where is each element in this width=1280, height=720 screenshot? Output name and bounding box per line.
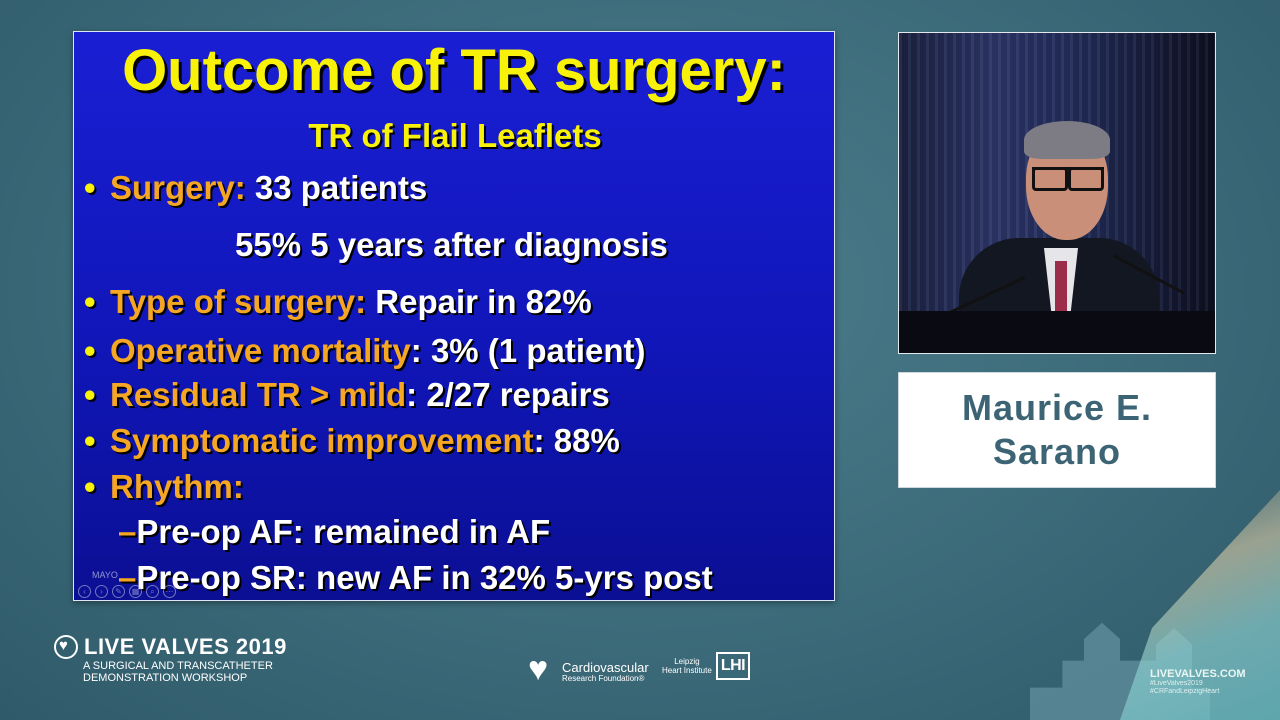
brand-name: LIVE VALVES 2019	[84, 634, 287, 659]
speaker-video	[898, 32, 1216, 354]
speaker-first-name: Maurice E.	[961, 387, 1153, 428]
back-icon[interactable]: ‹	[78, 585, 91, 598]
bullet-value: : 88%	[533, 422, 620, 459]
dash-icon: –	[118, 513, 137, 550]
pen-icon[interactable]: ✎	[112, 585, 125, 598]
bullet-value: 33 patients	[245, 169, 428, 206]
bullet-key: Type of surgery:	[110, 283, 367, 320]
bullet-icon: •	[84, 332, 96, 369]
speaker-name-card: Maurice E. Sarano	[898, 372, 1216, 488]
heart-logo-icon	[54, 635, 78, 659]
bullet-icon: •	[84, 422, 96, 459]
speaker-hair	[1024, 121, 1110, 159]
crf-logo: Cardiovascular Research Foundation®	[528, 650, 649, 689]
sub-bullet-text: Pre-op SR: new AF in 32% 5-yrs post	[136, 559, 713, 596]
slide-subtitle: TR of Flail Leaflets	[308, 117, 602, 154]
zoom-icon[interactable]: ⌕	[146, 585, 159, 598]
hashtag-2: #CRFandLeipzigHeart	[1150, 688, 1220, 695]
crf-subname: Research Foundation®	[562, 673, 645, 683]
bullet-icon: •	[84, 169, 96, 206]
surgery-detail: 55% 5 years after diagnosis	[235, 226, 668, 263]
bullet-key: Residual TR > mild	[110, 376, 407, 413]
brand-subtitle-1: A SURGICAL AND TRANSCATHETER	[83, 660, 273, 672]
mayo-watermark: MAYO	[92, 570, 118, 580]
lectern	[899, 311, 1215, 353]
live-valves-logo: LIVE VALVES 2019 A SURGICAL AND TRANSCAT…	[54, 634, 314, 684]
bullet-key: Operative mortality	[110, 332, 411, 369]
bullet-rhythm: • Rhythm:	[84, 467, 244, 507]
glasses-icon	[1032, 167, 1104, 191]
lhi-logo: Leipzig Heart Institute LHI	[662, 652, 751, 680]
sub-bullet-preop-af: –Pre-op AF: remained in AF	[118, 512, 550, 552]
speaker-last-name: Sarano	[992, 431, 1122, 472]
lhi-line-1: Leipzig	[674, 657, 700, 666]
crf-name: Cardiovascular	[562, 659, 649, 675]
bullet-surgery: • Surgery: 33 patients	[84, 168, 427, 208]
bullet-icon: •	[84, 468, 96, 505]
slide-title: Outcome of TR surgery:	[122, 38, 786, 103]
slide-nav-controls: ‹ › ✎ ▦ ⌕ ⋯	[78, 585, 176, 599]
lhi-line-2: Heart Institute	[662, 666, 712, 675]
bullet-operative-mortality: • Operative mortality: 3% (1 patient)	[84, 331, 645, 371]
more-icon[interactable]: ⋯	[163, 585, 176, 598]
presentation-slide: Outcome of TR surgery: TR of Flail Leafl…	[73, 31, 835, 601]
bullet-value: : 2/27 repairs	[406, 376, 610, 413]
lhi-box: LHI	[715, 652, 751, 680]
brand-subtitle-2: DEMONSTRATION WORKSHOP	[83, 672, 248, 684]
bullet-key: Surgery:	[110, 169, 246, 206]
sub-bullet-preop-sr: –Pre-op SR: new AF in 32% 5-yrs post	[118, 558, 713, 598]
hashtag-1: #LiveValves2019	[1150, 680, 1203, 687]
bullet-symptomatic-improvement: • Symptomatic improvement: 88%	[84, 421, 620, 461]
bullet-icon: •	[84, 376, 96, 413]
sub-bullet-text: Pre-op AF: remained in AF	[136, 513, 551, 550]
bullet-value: Repair in 82%	[366, 283, 592, 320]
bullet-icon: •	[84, 283, 96, 320]
bullet-key: Symptomatic improvement	[110, 422, 534, 459]
bullet-key: Rhythm:	[110, 468, 244, 505]
site-url: LIVEVALVES.COM	[1150, 668, 1246, 680]
bullet-type-of-surgery: • Type of surgery: Repair in 82%	[84, 282, 592, 322]
site-info: LIVEVALVES.COM #LiveValves2019 #CRFandLe…	[1150, 668, 1246, 696]
bullet-value: : 3% (1 patient)	[410, 332, 646, 369]
slides-icon[interactable]: ▦	[129, 585, 142, 598]
bullet-residual-tr: • Residual TR > mild: 2/27 repairs	[84, 375, 610, 415]
forward-icon[interactable]: ›	[95, 585, 108, 598]
crf-heart-icon	[528, 650, 558, 689]
